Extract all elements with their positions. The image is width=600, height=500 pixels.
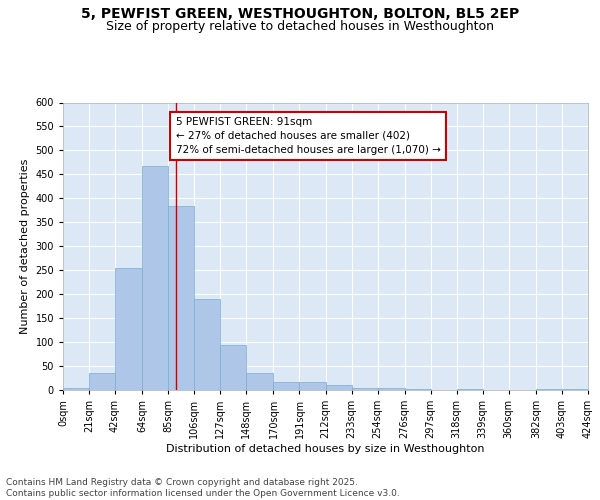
Bar [274, 382, 299, 390]
Bar [562, 388, 588, 390]
Bar [89, 373, 115, 390]
Bar [63, 388, 89, 390]
Bar [246, 373, 274, 390]
Bar [115, 268, 142, 390]
Bar [457, 388, 483, 390]
Y-axis label: Number of detached properties: Number of detached properties [20, 158, 30, 334]
Text: Contains HM Land Registry data © Crown copyright and database right 2025.
Contai: Contains HM Land Registry data © Crown c… [6, 478, 400, 498]
Text: Size of property relative to detached houses in Westhoughton: Size of property relative to detached ho… [106, 20, 494, 33]
Text: 5 PEWFIST GREEN: 91sqm
← 27% of detached houses are smaller (402)
72% of semi-de: 5 PEWFIST GREEN: 91sqm ← 27% of detached… [176, 117, 440, 155]
Bar [377, 388, 405, 390]
Bar [352, 388, 377, 390]
Bar [220, 346, 246, 390]
X-axis label: Distribution of detached houses by size in Westhoughton: Distribution of detached houses by size … [166, 444, 485, 454]
Bar [325, 384, 352, 390]
Bar [405, 389, 431, 390]
Bar [168, 206, 194, 390]
Bar [299, 382, 325, 390]
Bar [194, 299, 220, 390]
Text: 5, PEWFIST GREEN, WESTHOUGHTON, BOLTON, BL5 2EP: 5, PEWFIST GREEN, WESTHOUGHTON, BOLTON, … [81, 8, 519, 22]
Bar [536, 389, 562, 390]
Bar [142, 166, 168, 390]
